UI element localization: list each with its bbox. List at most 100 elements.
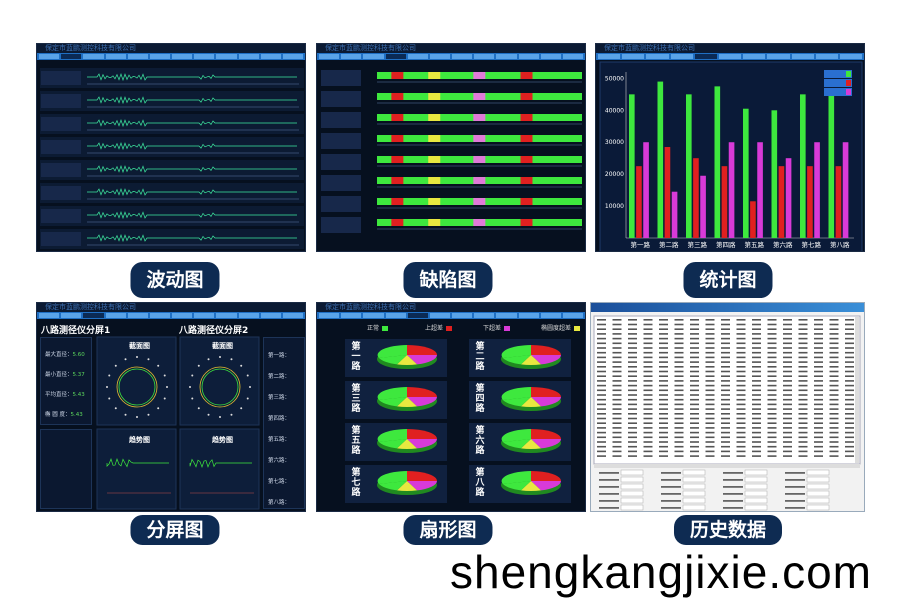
table-cell [705,436,715,439]
table-cell [612,455,622,457]
menu-bar[interactable] [317,53,585,60]
waveform-line [87,187,297,197]
table-cell [736,441,746,443]
table-cell [721,394,730,396]
table-cell [767,455,777,457]
table-cell [798,417,808,420]
form-label [723,486,743,488]
table-cell [705,413,715,415]
table-cell [721,413,730,415]
wave-panel: 保定市蓝鹏测控科技有限公司 [36,43,306,252]
wave-row [40,160,304,180]
table-cell [597,422,606,424]
channel-label: 第四路： [268,416,291,422]
sensor-point [207,413,210,416]
table-cell [814,450,823,453]
defect-block [520,156,533,163]
defect-block [391,135,404,142]
table-cell [674,436,684,439]
sensor-point [240,407,243,410]
table-cell [845,351,854,354]
table-cell [767,342,777,345]
table-cell [736,351,746,354]
table-cell [705,366,715,368]
legend-swatch [574,326,581,331]
table-cell [628,413,637,415]
form-field [682,497,706,504]
legend-swatch [446,326,453,331]
table-cell [674,398,684,401]
defect-block [473,93,486,100]
sensor-point [136,356,138,358]
sensor-point [189,386,191,388]
waveform-line [87,164,297,174]
sensor-point [197,364,200,367]
wave-row [40,137,304,157]
stat-line: 椭 圆 度：5.43 [45,410,87,418]
table-cell [659,408,668,410]
menu-bar[interactable] [317,312,585,319]
row-info [321,112,361,128]
pie-slice [503,397,531,407]
table-cell [814,445,823,448]
table-cell [829,389,839,392]
channel-label: 第六路： [268,458,291,464]
legend-swatch [846,71,851,77]
table-cell [721,342,730,345]
table-cell [628,408,637,410]
pie-slice [397,397,417,407]
table-cell [845,431,854,434]
table-cell [736,384,746,387]
pie-channel-label: 第六路 [475,426,485,456]
table-cell [736,427,746,429]
pie-panel: 保定市蓝鹏测控科技有限公司 正常 上超差 下超差 椭圆度超差 第一路 第二路 第三路 第四路第… [316,302,586,512]
table-cell [829,347,839,349]
table-cell [814,413,823,415]
legend-label: 下超差 [483,325,502,332]
table-cell [690,398,699,401]
menu-bar[interactable] [37,312,305,319]
table-cell [814,337,823,340]
form-label [723,493,743,495]
table-cell [752,394,761,396]
legend-label: 正常 [367,325,380,332]
menu-bar[interactable] [37,53,305,60]
table-cell [643,337,653,340]
table-cell [721,417,730,420]
table-cell [690,389,699,392]
history-table[interactable] [591,312,865,512]
pie-channel-label: 第一路 [351,342,361,372]
table-cell [628,431,637,434]
table-cell [628,455,637,457]
table-cell [829,351,839,354]
pie-slice [377,471,407,484]
table-cell [612,431,622,434]
trend-view-title-2: 趋势图 [212,436,233,444]
table-cell [674,319,684,321]
bar [657,81,664,238]
table-cell [612,417,622,420]
table-cell [690,361,699,363]
menu-bar[interactable] [596,53,864,60]
table-cell [690,347,699,349]
table-cell [767,356,777,359]
table-cell [798,450,808,453]
form-label [723,507,743,509]
table-cell [705,408,715,410]
table-cell [690,408,699,410]
app-title: 保定市蓝鹏测控科技有限公司 [596,44,864,53]
table-cell [612,342,622,345]
table-cell [597,366,606,368]
table-cell [690,441,699,443]
pie-slice [379,397,407,407]
pie-slice [379,481,407,491]
table-cell [767,398,777,401]
label-split: 分屏图 [130,515,220,545]
table-cell [798,347,808,349]
table-cell [643,441,653,443]
section-outline [201,368,239,406]
waveform-line [87,233,297,243]
table-cell [659,455,668,457]
table-cell [705,319,715,321]
table-cell [798,370,808,373]
